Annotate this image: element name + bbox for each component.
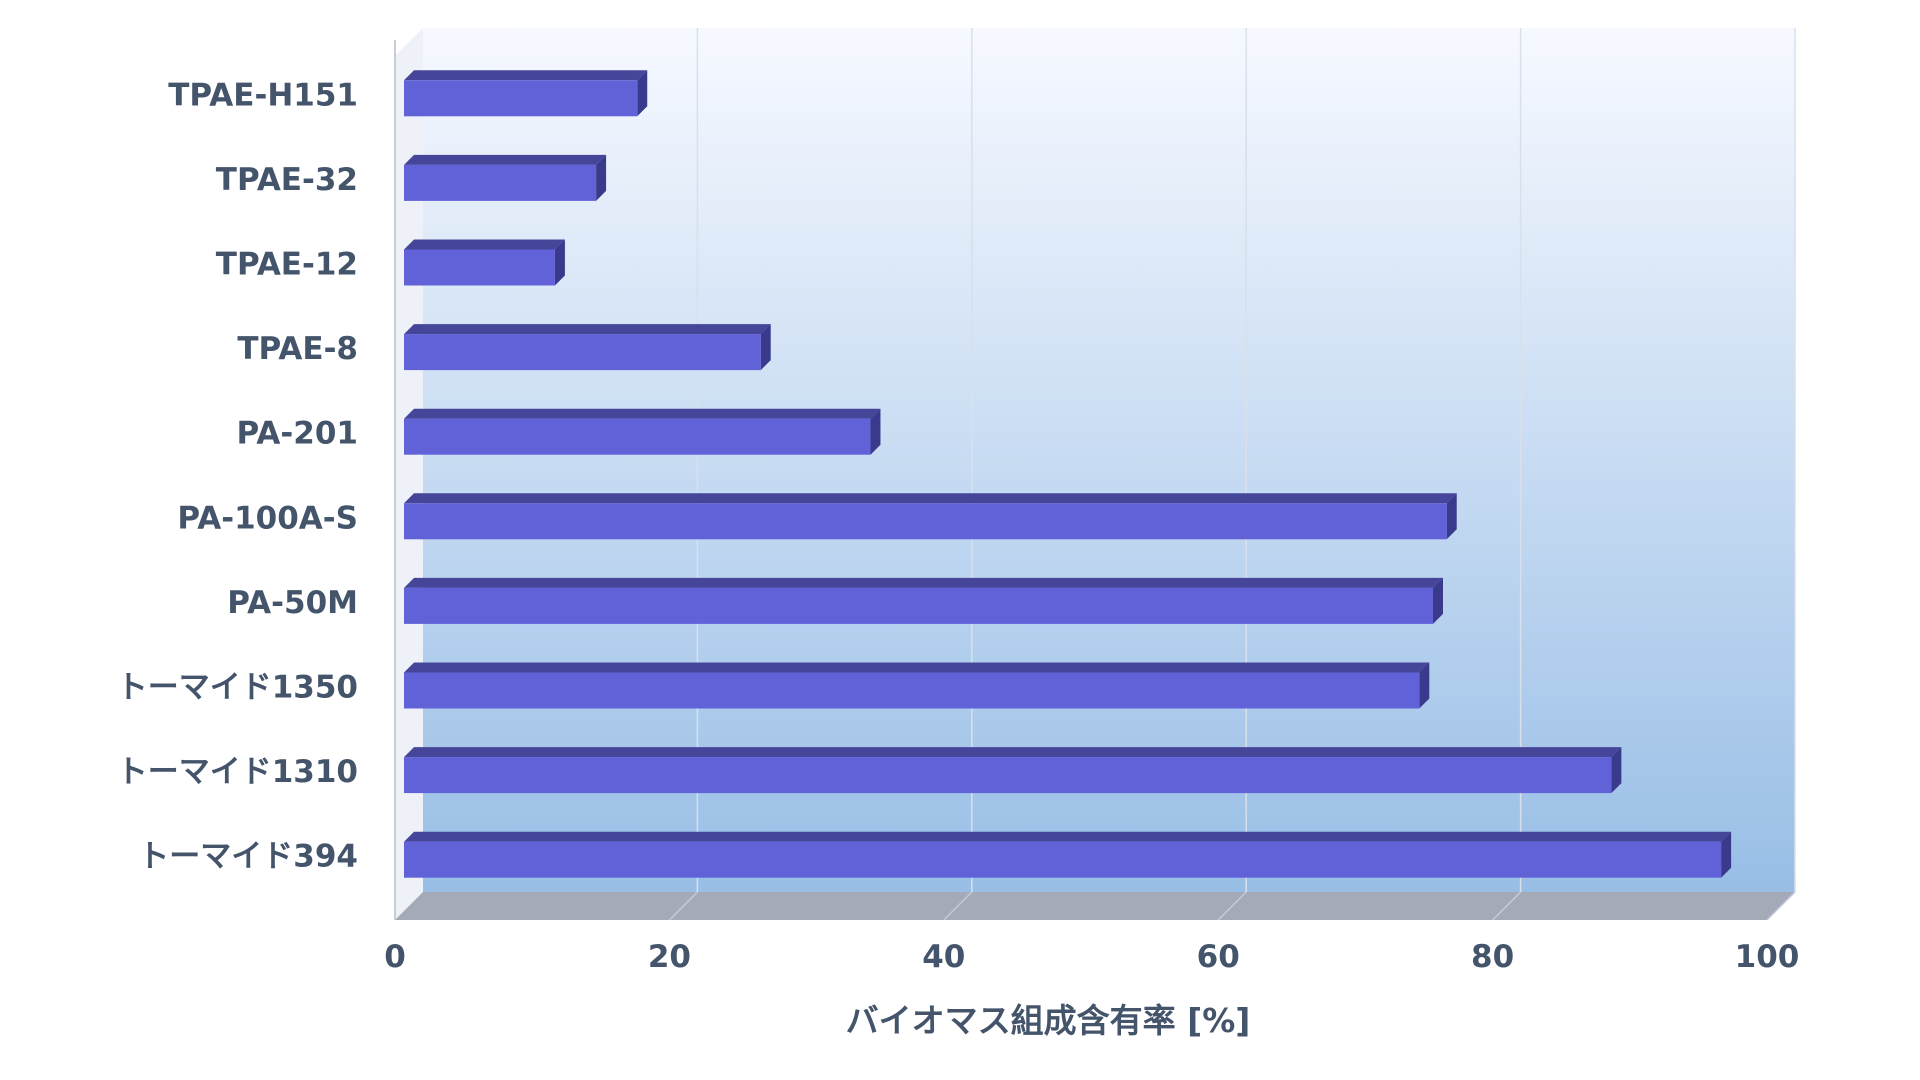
x-axis-title: バイオマス組成含有率 [%] [846, 1001, 1251, 1040]
y-category-label: PA-201 [237, 416, 358, 452]
bar-front-face [404, 503, 1447, 540]
bar-top-face [404, 324, 771, 335]
y-category-label: トーマイド394 [138, 839, 358, 875]
gridline-floor [1766, 891, 1796, 921]
bar [404, 70, 648, 117]
bar-side-face [1419, 662, 1430, 709]
bar-top-face [404, 577, 1443, 588]
gridline-floor [1217, 891, 1247, 921]
y-category-label: TPAE-8 [237, 331, 358, 367]
bar [404, 662, 1430, 709]
bar-front-face [404, 672, 1420, 709]
x-tick-label: 80 [1471, 939, 1514, 975]
bar-side-face [554, 239, 565, 286]
bar [404, 408, 881, 455]
bar [404, 154, 607, 201]
bar-front-face [404, 164, 597, 201]
bar-front-face [404, 80, 638, 117]
bar-top-face [404, 493, 1457, 504]
bar [404, 324, 771, 371]
bar [404, 493, 1457, 540]
y-category-label: TPAE-32 [216, 162, 358, 198]
bar-front-face [404, 841, 1722, 878]
bar [404, 577, 1443, 624]
bar [404, 239, 565, 286]
y-category-label: TPAE-12 [216, 247, 358, 283]
bar-top-face [404, 239, 565, 250]
bar [404, 831, 1732, 878]
y-category-label: トーマイド1310 [117, 754, 358, 790]
y-category-label: PA-50M [227, 585, 358, 621]
bar-side-face [1433, 577, 1443, 624]
y-category-label: TPAE-H151 [168, 77, 358, 113]
plot-floor [395, 892, 1795, 920]
bar-front-face [404, 587, 1433, 624]
bar [404, 747, 1622, 794]
bar-side-face [637, 70, 648, 117]
bar-top-face [404, 662, 1430, 673]
bar-top-face [404, 70, 648, 81]
bar-front-face [404, 249, 555, 286]
x-tick-label: 0 [384, 939, 406, 975]
bar-top-face [404, 408, 881, 419]
x-tick-label: 40 [922, 939, 965, 975]
gridline-floor [943, 891, 973, 921]
bar-front-face [404, 418, 871, 455]
x-tick-label: 100 [1735, 939, 1800, 975]
x-tick-label: 20 [648, 939, 691, 975]
bar-top-face [404, 747, 1622, 758]
bar-front-face [404, 334, 761, 371]
bar-top-face [404, 831, 1732, 842]
y-category-label: PA-100A-S [177, 500, 358, 536]
bar-side-face [1446, 493, 1457, 540]
bar-side-face [870, 408, 881, 455]
gridline-floor [1492, 891, 1522, 921]
gridline-floor [668, 891, 698, 921]
bar-side-face [760, 324, 771, 371]
bar-side-face [1721, 831, 1732, 878]
bar-top-face [404, 154, 607, 165]
y-category-label: トーマイド1350 [117, 670, 358, 706]
x-tick-label: 60 [1197, 939, 1240, 975]
bar-side-face [1611, 747, 1622, 794]
bar-side-face [596, 154, 607, 201]
bar-front-face [404, 757, 1612, 794]
